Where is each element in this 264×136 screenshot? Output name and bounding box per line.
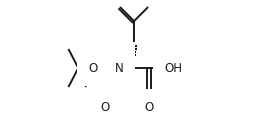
Text: O: O: [89, 61, 98, 75]
Text: N: N: [115, 61, 124, 75]
Text: H
N: H N: [115, 54, 124, 82]
Text: H: H: [115, 55, 124, 68]
Text: O: O: [144, 101, 154, 114]
Text: OH: OH: [165, 61, 183, 75]
Text: O: O: [101, 101, 110, 114]
